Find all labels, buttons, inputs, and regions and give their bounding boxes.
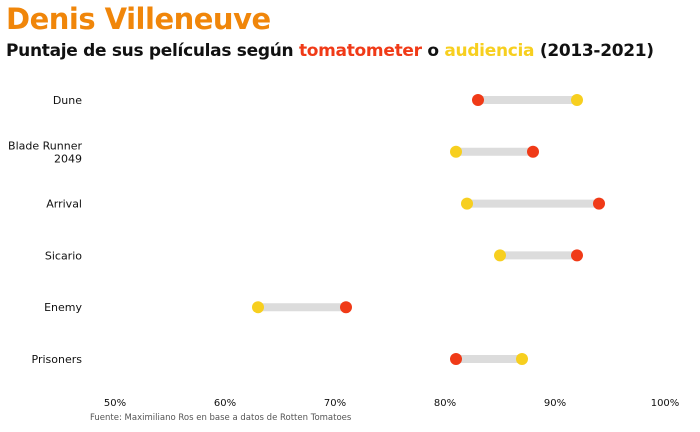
category-label: Prisoners [32, 353, 83, 366]
category-label: Sicario [45, 249, 82, 262]
chart-subtitle: Puntaje de sus películas según tomatomet… [6, 41, 654, 61]
tomatometer-point [450, 353, 462, 365]
row-sicario: Sicario [45, 249, 583, 262]
tomatometer-point [472, 94, 484, 106]
x-axis: 50% 60% 70% 80% 90% 100% [104, 398, 679, 409]
audiencia-point [252, 301, 264, 314]
row-dune: Dune [53, 94, 583, 107]
category-label-line: 2049 [54, 152, 82, 165]
category-label: Enemy [44, 301, 82, 314]
tomatometer-point [527, 145, 539, 158]
subtitle-tomatometer: tomatometer [298, 41, 422, 61]
audiencia-point [450, 145, 462, 158]
audiencia-point [516, 353, 528, 365]
x-tick-label: 70% [324, 398, 346, 409]
row-arrival: Arrival [46, 197, 605, 211]
subtitle-connector: o [421, 41, 445, 61]
row-enemy: Enemy [44, 301, 352, 314]
category-label-line: Arrival [46, 198, 82, 211]
x-tick-label: 90% [544, 398, 566, 409]
page-title: Denis Villeneuve [6, 2, 271, 36]
audiencia-point [494, 249, 506, 262]
tomatometer-point [340, 301, 352, 314]
subtitle-part1: Puntaje de sus películas según [6, 41, 299, 61]
category-label: Arrival [46, 198, 82, 211]
x-tick-label: 100% [651, 398, 680, 409]
x-tick-label: 80% [434, 398, 456, 409]
category-label-line: Dune [53, 94, 82, 107]
tomatometer-point [593, 197, 605, 210]
source-caption: Fuente: Maximiliano Ros en base a datos … [90, 413, 352, 423]
audiencia-point [461, 197, 473, 210]
category-label-line: Blade Runner [8, 139, 82, 152]
subtitle-audiencia: audiencia [444, 41, 535, 61]
category-label-line: Prisoners [32, 353, 83, 366]
category-label: Blade Runner 2049 [8, 139, 82, 165]
row-prisoners: Prisoners [32, 353, 528, 366]
subtitle-part2: (2013-2021) [534, 41, 654, 61]
tomatometer-point [571, 249, 583, 262]
audiencia-point [571, 94, 583, 106]
category-label: Dune [53, 94, 82, 107]
x-tick-label: 50% [104, 398, 126, 409]
category-label-line: Sicario [45, 249, 82, 262]
chart-rows: Dune Blade Runner 2049 Arrival Sicario Enemy P… [8, 94, 605, 366]
row-blade-runner-2049: Blade Runner 2049 [8, 139, 539, 165]
category-label-line: Enemy [44, 301, 82, 314]
x-tick-label: 60% [214, 398, 236, 409]
